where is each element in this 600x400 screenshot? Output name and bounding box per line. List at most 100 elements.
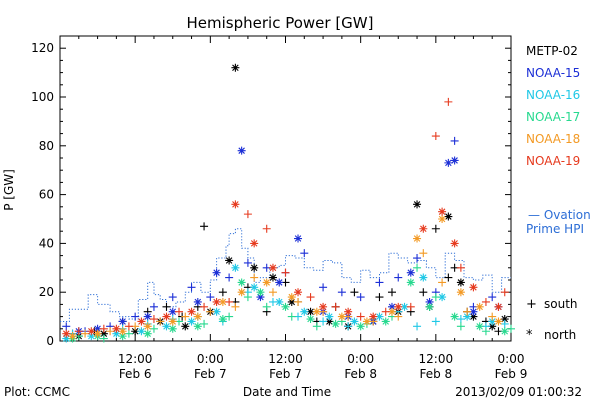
noaa-16-north-point (438, 293, 447, 302)
noaa-17-north-point (306, 315, 315, 324)
noaa-17-north-point (406, 278, 415, 287)
noaa-16-north-point (62, 334, 71, 343)
metp-02-north-point (287, 297, 296, 306)
x-tick-time: 0:00 (347, 352, 374, 366)
marker-legend: + south * north (526, 297, 578, 343)
noaa-17-south-point (413, 263, 422, 272)
noaa-17-south-point (312, 322, 321, 331)
noaa-19-north-point (250, 239, 259, 248)
noaa-19-south-point (149, 315, 158, 324)
metp-02-north-point (456, 278, 465, 287)
noaa-19-north-point (419, 224, 428, 233)
y-tick-label: 40 (39, 236, 54, 250)
noaa-19-north-point (294, 288, 303, 297)
noaa-17-north-point (356, 322, 365, 331)
metp-02-north-point (488, 322, 497, 331)
noaa-15-south-point (394, 273, 403, 282)
x-tick-time: 0:00 (498, 352, 525, 366)
noaa-19-south-point (74, 327, 83, 336)
marker-legend-symbol-north: * (526, 328, 533, 343)
noaa-15-south-point (488, 293, 497, 302)
noaa-15-south-point (375, 278, 384, 287)
noaa-17-north-point (381, 317, 390, 326)
noaa-17-north-point (450, 312, 459, 321)
noaa-19-north-point (162, 312, 171, 321)
x-tick-time: 12:00 (419, 352, 454, 366)
metp-02-north-point (444, 212, 453, 221)
noaa-18-north-point (494, 317, 503, 326)
noaa-15-south-point (168, 293, 177, 302)
noaa-18-north-point (362, 317, 371, 326)
noaa-19-south-point (500, 288, 509, 297)
y-tick-label: 100 (31, 90, 54, 104)
noaa-18-south-point (81, 329, 90, 338)
noaa-17-north-point (281, 302, 290, 311)
x-tick-date: Feb 6 (119, 367, 152, 381)
legend-noaa-17: NOAA-17 (526, 110, 580, 124)
noaa-15-south-point (62, 322, 71, 331)
noaa-17-north-point (331, 319, 340, 328)
noaa-19-south-point (243, 210, 252, 219)
noaa-15-north-point (275, 278, 284, 287)
noaa-19-south-point (306, 293, 315, 302)
noaa-15-south-point (319, 283, 328, 292)
metp-02-north-point (99, 329, 108, 338)
y-tick-label: 20 (39, 285, 54, 299)
noaa-15-north-point (294, 234, 303, 243)
legend-noaa-15: NOAA-15 (526, 66, 580, 80)
legend-metp-02: METP-02 (526, 44, 578, 58)
noaa-18-north-point (93, 329, 102, 338)
metp-02-south-point (200, 222, 209, 231)
ovation-legend-line1: — Ovation (528, 208, 591, 222)
noaa-16-north-point (112, 329, 121, 338)
noaa-16-north-point (187, 317, 196, 326)
legend-noaa-18: NOAA-18 (526, 132, 580, 146)
noaa-17-south-point (200, 319, 209, 328)
footer-center: Date and Time (243, 385, 331, 399)
metp-02-north-point (225, 256, 234, 265)
noaa-16-north-point (87, 332, 96, 341)
noaa-18-north-point (475, 302, 484, 311)
noaa-19-south-point (406, 302, 415, 311)
metp-02-south-point (375, 293, 384, 302)
noaa-19-south-point (481, 297, 490, 306)
noaa-16-north-point (250, 283, 259, 292)
noaa-17-south-point (149, 324, 158, 333)
legend-noaa-19: NOAA-19 (526, 154, 580, 168)
chart-title: Hemispheric Power [GW] (187, 14, 374, 32)
metp-02-north-point (231, 63, 240, 72)
noaa-17-north-point (168, 324, 177, 333)
footer-left: Plot: CCMC (4, 385, 70, 399)
noaa-19-north-point (438, 207, 447, 216)
noaa-19-north-point (62, 329, 71, 338)
noaa-18-north-point (337, 312, 346, 321)
legend-noaa-16: NOAA-16 (526, 88, 580, 102)
noaa-16-north-point (488, 317, 497, 326)
noaa-15-north-point (387, 302, 396, 311)
marker-legend-label-south: south (544, 297, 578, 311)
noaa-19-north-point (212, 297, 221, 306)
noaa-15-north-point (425, 297, 434, 306)
noaa-18-south-point (438, 278, 447, 287)
metp-02-south-point (419, 288, 428, 297)
noaa-15-north-point (118, 317, 127, 326)
noaa-17-north-point (118, 332, 127, 341)
noaa-19-south-point (175, 307, 184, 316)
noaa-19-south-point (99, 324, 108, 333)
metp-02-north-point (325, 317, 334, 326)
noaa-18-north-point (456, 288, 465, 297)
noaa-15-south-point (131, 312, 140, 321)
metp-02-north-point (250, 263, 259, 272)
ovation-legend: — Ovation Prime HPI (526, 208, 591, 236)
noaa-18-south-point (106, 327, 115, 336)
noaa-15-south-point (337, 288, 346, 297)
noaa-15-south-point (206, 293, 215, 302)
y-tick-label: 120 (31, 41, 54, 55)
noaa-16-north-point (231, 263, 240, 272)
noaa-18-south-point (294, 297, 303, 306)
noaa-17-south-point (431, 293, 440, 302)
noaa-18-north-point (413, 234, 422, 243)
noaa-17-south-point (507, 324, 515, 333)
